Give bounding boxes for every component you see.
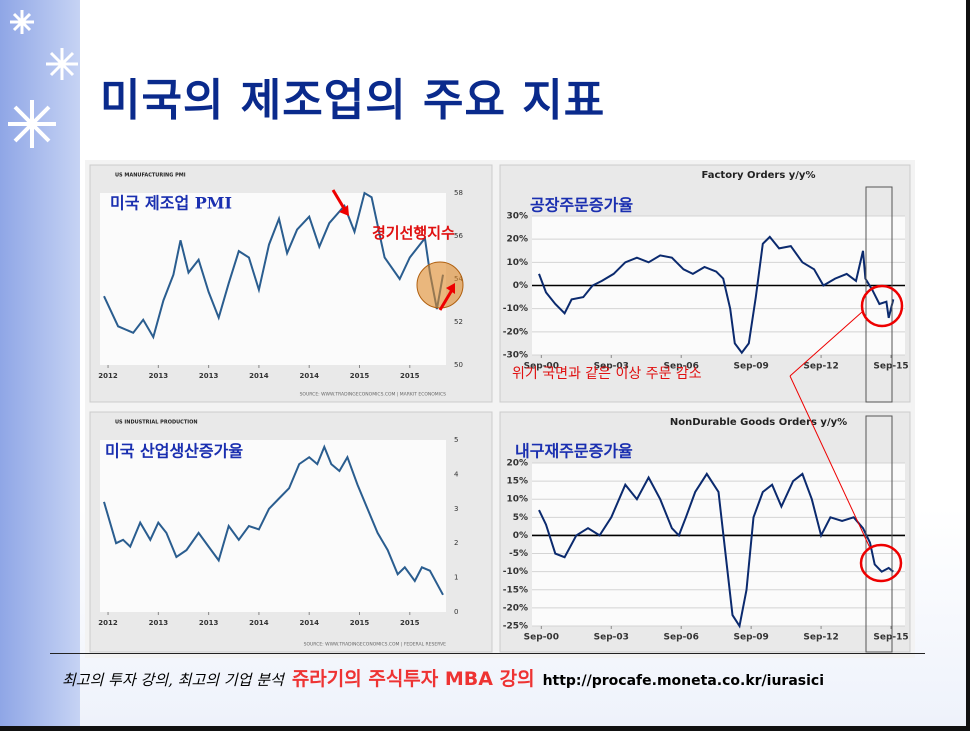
x-tick-label: 2015	[350, 619, 370, 627]
connector	[789, 311, 863, 377]
chart-annotation: 공장주문증가율	[530, 196, 633, 215]
recent-box	[865, 415, 893, 653]
chart-source: SOURCE: WWW.TRADINGECONOMICS.COM | MARKI…	[300, 392, 447, 398]
y-tick-label: 30%	[506, 212, 528, 222]
x-tick-label: Sep-00	[524, 362, 559, 372]
chart-title: NonDurable Goods Orders y/y%	[670, 417, 847, 428]
snowflake-strip	[0, 0, 80, 726]
x-tick-label: 2013	[199, 619, 219, 627]
x-tick-label: Sep-12	[803, 633, 838, 643]
x-tick-label: 2015	[400, 372, 420, 380]
plot-area	[532, 463, 905, 626]
arrow	[331, 189, 347, 211]
chart-annotation: 내구재주문증가율	[515, 442, 633, 461]
y-tick-label: 56	[454, 232, 463, 240]
x-tick-label: Sep-06	[664, 633, 699, 643]
x-tick-label: Sep-09	[733, 362, 768, 372]
slide-annotation: 위기 국면과 같은 이상 주문 감소	[512, 366, 702, 382]
x-tick-label: 2012	[98, 372, 118, 380]
y-tick-label: 10%	[506, 495, 528, 505]
snowflakes	[8, 10, 78, 148]
plot-area	[100, 193, 446, 365]
y-tick-label: 0%	[513, 281, 528, 291]
red-circle	[859, 543, 903, 583]
y-tick-label: 15%	[506, 477, 528, 487]
x-tick-label: Sep-15	[873, 633, 908, 643]
data-line	[103, 191, 444, 340]
charts: 50525456582012201320132014201420152015US…	[89, 164, 911, 653]
connector	[789, 375, 871, 549]
y-tick-label: -10%	[503, 304, 528, 314]
y-tick-label: 4	[454, 470, 459, 478]
y-tick-label: 52	[454, 318, 463, 326]
x-tick-label: Sep-06	[664, 362, 699, 372]
x-tick-label: 2014	[249, 619, 269, 627]
x-tick-label: 2013	[149, 619, 169, 627]
y-tick-label: -20%	[503, 603, 528, 613]
y-tick-label: 10%	[506, 258, 528, 268]
x-tick-label: 2013	[199, 372, 219, 380]
chart-title: US INDUSTRIAL PRODUCTION	[115, 420, 198, 426]
y-tick-label: 3	[454, 505, 458, 513]
footer-tagline: 최고의 투자 강의, 최고의 기업 분석	[62, 671, 284, 689]
x-tick-label: Sep-00	[524, 633, 559, 643]
x-tick-label: 2013	[149, 372, 169, 380]
footer-rule	[50, 653, 925, 654]
y-tick-label: -25%	[503, 622, 528, 632]
y-tick-label: 0	[454, 608, 458, 616]
x-tick-label: 2012	[98, 619, 118, 627]
y-tick-label: 5	[454, 436, 458, 444]
arrow-head	[339, 205, 349, 216]
x-tick-label: Sep-03	[594, 362, 629, 372]
x-tick-label: Sep-09	[733, 633, 768, 643]
y-tick-label: -15%	[503, 585, 528, 595]
plot-area	[100, 440, 446, 612]
footer: 최고의 투자 강의, 최고의 기업 분석 쥬라기의 주식투자 MBA 강의 http…	[62, 664, 824, 691]
y-tick-label: -30%	[503, 351, 528, 361]
data-line	[538, 472, 894, 629]
y-tick-label: -5%	[509, 549, 528, 559]
y-tick-label: 20%	[506, 235, 528, 245]
footer-brand: 쥬라기의 주식투자 MBA 강의	[291, 668, 535, 690]
chart-annotation: 경기선행지수	[372, 224, 455, 242]
footer-url: http://procafe.moneta.co.kr/iurasici	[542, 673, 824, 689]
arrow	[438, 289, 454, 311]
y-tick-label: 58	[454, 189, 463, 197]
chart-annotation: 미국 산업생산증가율	[105, 442, 243, 461]
highlight-circle	[416, 261, 464, 309]
red-circle	[860, 284, 904, 328]
x-tick-label: Sep-15	[873, 362, 908, 372]
y-tick-label: 50	[454, 361, 463, 369]
y-tick-label: -20%	[503, 327, 528, 337]
chart-title: US MANUFACTURING PMI	[115, 173, 186, 179]
y-tick-label: 2	[454, 539, 458, 547]
chart-annotation: 미국 제조업 PMI	[110, 194, 232, 213]
y-tick-label: 5%	[513, 513, 528, 523]
data-line	[103, 444, 444, 596]
x-tick-label: 2014	[299, 372, 319, 380]
x-tick-label: Sep-12	[803, 362, 838, 372]
slide-title: 미국의 제조업의 주요 지표	[100, 75, 606, 126]
y-tick-label: 0%	[513, 531, 528, 541]
chart-title: Factory Orders y/y%	[702, 170, 816, 181]
x-tick-label: 2015	[350, 372, 370, 380]
chart-source: SOURCE: WWW.TRADINGECONOMICS.COM | FEDER…	[304, 642, 447, 648]
data-line	[538, 235, 895, 355]
x-tick-label: 2014	[299, 619, 319, 627]
x-tick-label: 2014	[249, 372, 269, 380]
x-tick-label: Sep-03	[594, 633, 629, 643]
y-tick-label: 20%	[506, 459, 528, 469]
y-tick-label: 1	[454, 574, 458, 582]
y-tick-label: -10%	[503, 567, 528, 577]
x-tick-label: 2015	[400, 619, 420, 627]
arrow-head	[446, 283, 455, 294]
